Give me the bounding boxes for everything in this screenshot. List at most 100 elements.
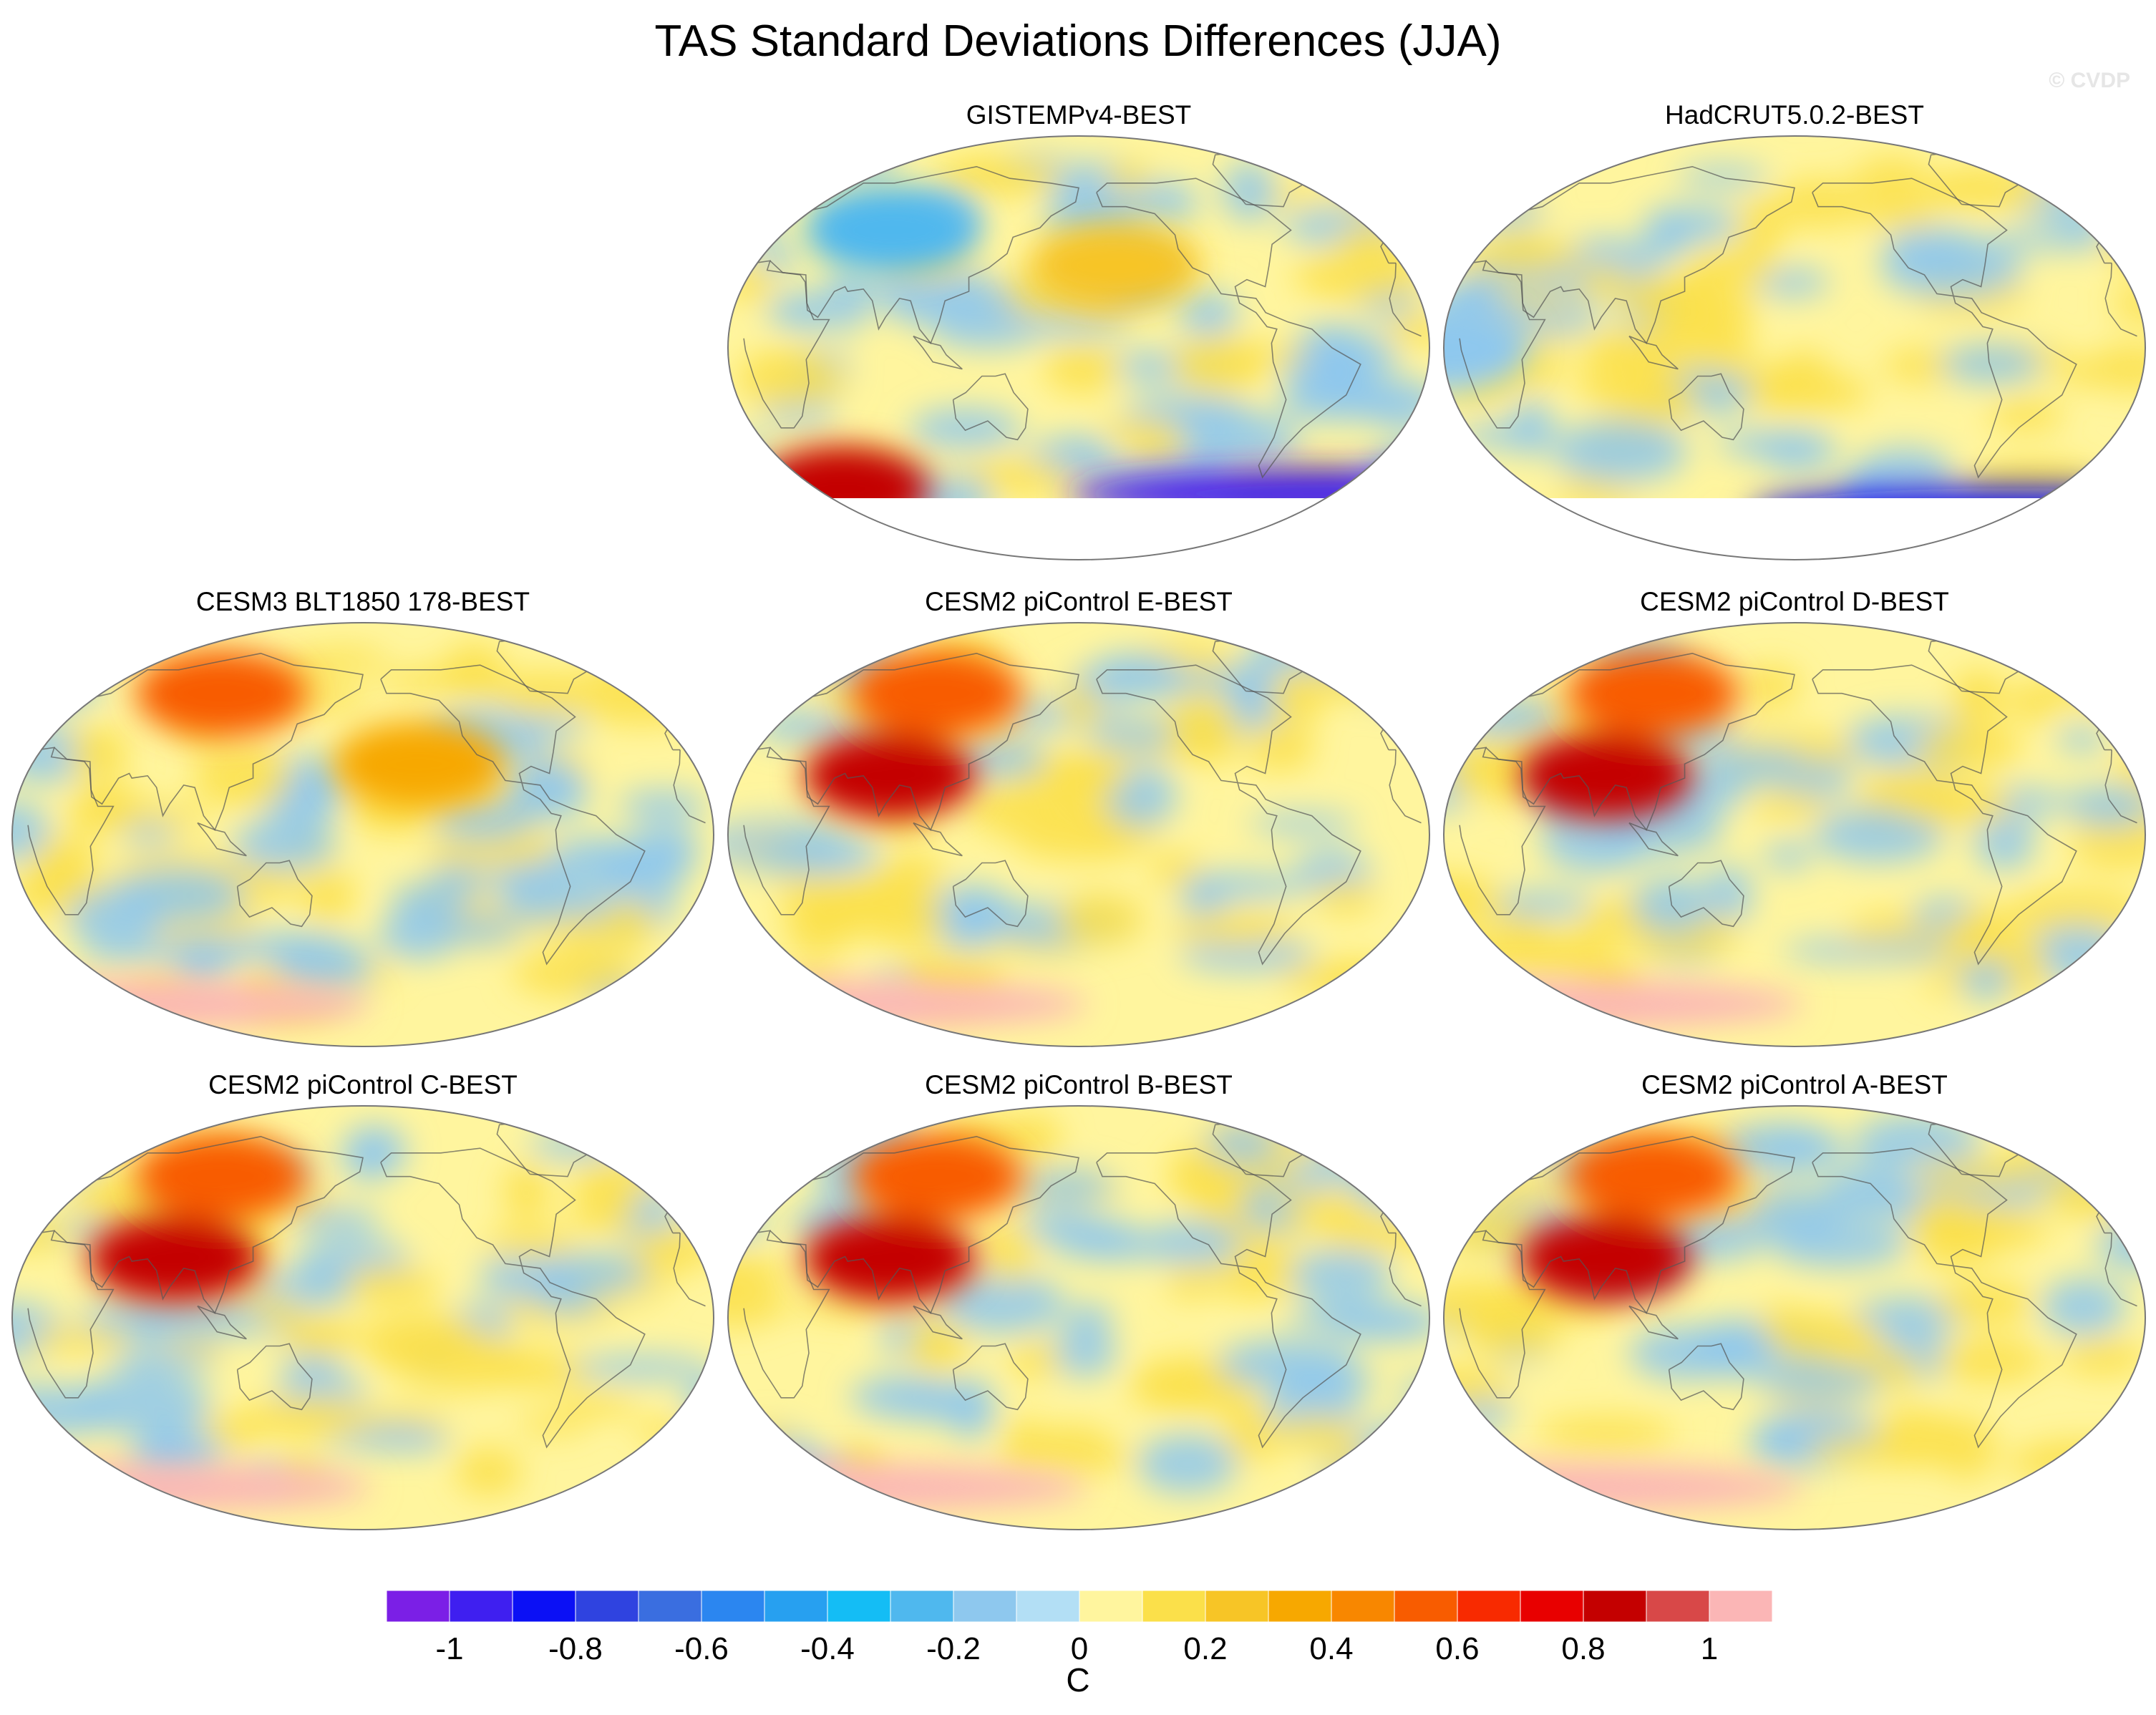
coastline bbox=[743, 747, 1422, 915]
global-map bbox=[11, 622, 714, 1047]
field-blob bbox=[1812, 807, 1944, 863]
field-blob bbox=[1469, 1121, 1558, 1150]
colorbar-swatch bbox=[1142, 1590, 1206, 1623]
field-blob bbox=[728, 1279, 788, 1328]
value-region bbox=[804, 1215, 976, 1302]
field-blob bbox=[71, 1374, 212, 1434]
panel-title: CESM2 piControl A-BEST bbox=[1641, 1070, 1948, 1099]
field-blob bbox=[2041, 1277, 2127, 1336]
panel-title: CESM3 BLT1850 178-BEST bbox=[195, 587, 530, 616]
value-region bbox=[135, 1133, 307, 1220]
field-blob bbox=[1698, 1326, 1778, 1380]
coastline bbox=[1628, 822, 1679, 857]
field-blob bbox=[12, 801, 50, 860]
panel-title: CESM2 piControl C-BEST bbox=[208, 1070, 518, 1099]
panel-title: CESM2 piControl D-BEST bbox=[1640, 587, 1949, 616]
colorbar-swatch bbox=[387, 1590, 450, 1623]
field-blob bbox=[1910, 1157, 2051, 1188]
field-blob bbox=[1960, 956, 2011, 1001]
field-blob bbox=[1324, 961, 1411, 1006]
field-blob bbox=[1804, 1435, 1931, 1465]
map-border bbox=[1443, 135, 2146, 560]
field-blob bbox=[2008, 684, 2058, 724]
field-blob bbox=[738, 1425, 812, 1486]
field-blob bbox=[1936, 1417, 1996, 1480]
coastline bbox=[1812, 178, 2077, 479]
coastline bbox=[1668, 1343, 1744, 1411]
field-blob bbox=[1282, 333, 1400, 382]
field-blob bbox=[728, 1106, 779, 1167]
field-blob bbox=[1277, 384, 1408, 422]
field-blob bbox=[1684, 248, 1777, 287]
global-map bbox=[727, 1105, 1430, 1530]
field-blob bbox=[1086, 728, 1175, 751]
map-border bbox=[727, 135, 1430, 560]
field-blob bbox=[1385, 312, 1429, 346]
field-blob bbox=[424, 831, 558, 869]
coastline bbox=[1628, 1305, 1679, 1340]
map-panel: CESM2 piControl A-BEST bbox=[1440, 1070, 2149, 1542]
field-blob bbox=[291, 1208, 383, 1234]
field-blob bbox=[1026, 1170, 1114, 1202]
field-blob bbox=[636, 1419, 695, 1444]
map-panel: CESM2 piControl B-BEST bbox=[724, 1070, 1433, 1542]
coastline bbox=[743, 1230, 1422, 1399]
coastline bbox=[1668, 373, 1744, 441]
colorbar-swatch bbox=[575, 1590, 639, 1623]
field-blob bbox=[1988, 398, 2064, 432]
coastline bbox=[952, 373, 1029, 441]
colorbar-swatch bbox=[827, 1590, 891, 1623]
field-blob bbox=[1168, 1146, 1236, 1207]
field-blob bbox=[301, 868, 356, 923]
coastline bbox=[743, 260, 1422, 429]
field-blob bbox=[1852, 156, 1931, 200]
field-blob bbox=[1444, 185, 1516, 222]
field-blob bbox=[1905, 1202, 2048, 1253]
field-blob bbox=[1748, 1187, 1840, 1243]
field-blob bbox=[581, 659, 678, 690]
colorbar-tick-label: -0.6 bbox=[674, 1631, 729, 1662]
field-blob bbox=[728, 469, 799, 507]
field-blob bbox=[1001, 1417, 1047, 1472]
colorbar-swatch bbox=[890, 1590, 954, 1623]
field-blob bbox=[1000, 315, 1133, 337]
coastline bbox=[236, 860, 313, 928]
map-panel: CESM2 piControl E-BEST bbox=[724, 587, 1433, 1059]
coastline bbox=[1096, 664, 1361, 966]
field-blob bbox=[518, 1412, 588, 1435]
field-blob bbox=[1444, 873, 1504, 928]
field-blob bbox=[503, 1162, 550, 1222]
colorbar: -1 -0.8 -0.6 -0.4 -0.2 0 0.2 0.4 0.6 0.8 1 bbox=[387, 1590, 1773, 1662]
colorbar-swatch bbox=[1016, 1590, 1080, 1623]
field-blob bbox=[1927, 167, 2052, 210]
field-blob bbox=[511, 949, 641, 998]
field-blob bbox=[1650, 206, 1742, 243]
field-blob bbox=[938, 157, 1065, 191]
coastline bbox=[197, 822, 247, 857]
field-blob bbox=[2082, 1134, 2145, 1170]
field-blob bbox=[936, 1273, 1066, 1334]
value-region bbox=[333, 721, 505, 807]
field-blob bbox=[1057, 436, 1106, 472]
colorbar-swatch bbox=[953, 1590, 1017, 1623]
field-blob bbox=[790, 966, 838, 991]
figure-title: TAS Standard Deviations Differences (JJA… bbox=[654, 16, 1502, 66]
field-blob bbox=[618, 790, 707, 820]
field-blob bbox=[1621, 376, 1700, 426]
value-region bbox=[1520, 1215, 1692, 1302]
colorbar-swatch bbox=[1646, 1590, 1710, 1623]
field-blob bbox=[968, 779, 1068, 838]
map-border bbox=[11, 622, 714, 1047]
global-map bbox=[1443, 135, 2146, 560]
field-blob bbox=[135, 1300, 263, 1339]
field-blob bbox=[273, 937, 373, 994]
field-blob bbox=[1222, 1401, 1279, 1464]
field-blob bbox=[1034, 1426, 1109, 1454]
coastline bbox=[1812, 664, 2077, 966]
field-blob bbox=[728, 637, 799, 695]
value-region bbox=[804, 732, 976, 819]
field-blob bbox=[1741, 664, 1801, 709]
colorbar-tick-label: 0 bbox=[1071, 1631, 1088, 1662]
field-blob bbox=[1336, 223, 1409, 256]
field-blob bbox=[1222, 161, 1277, 223]
